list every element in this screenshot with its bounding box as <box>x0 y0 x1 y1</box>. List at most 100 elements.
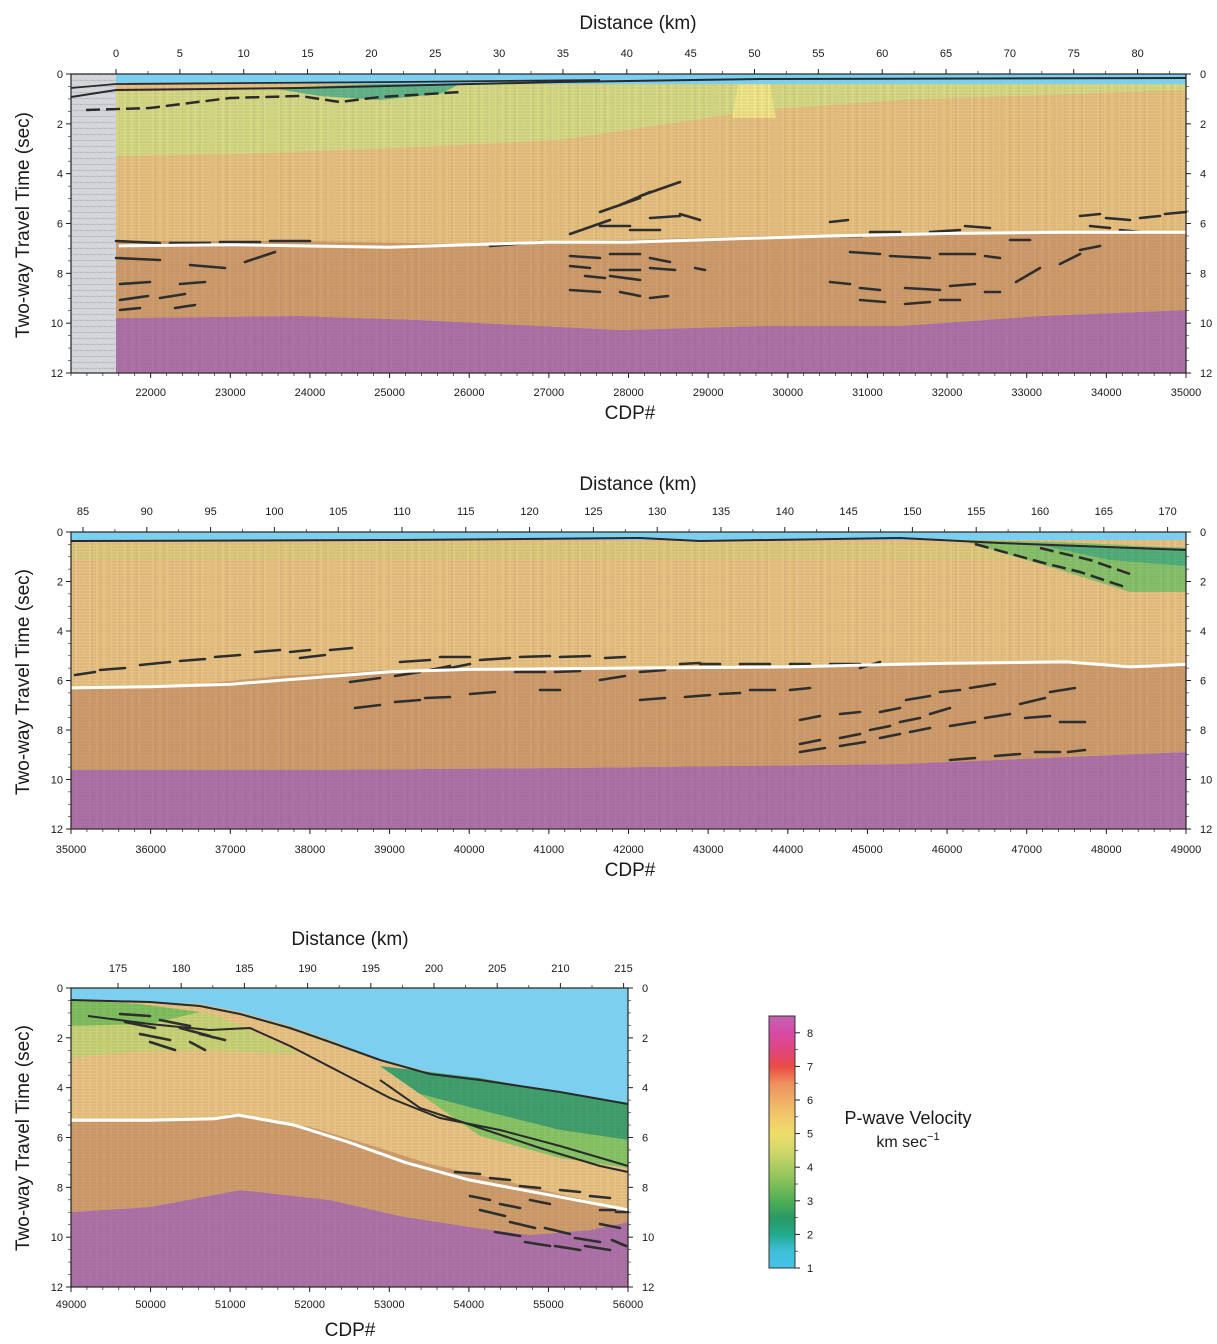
colorbar-ticks: 1 2 3 4 5 6 7 8 <box>795 1028 813 1275</box>
reflector-dash <box>118 294 150 302</box>
colorbar-tick-label: 8 <box>807 1028 813 1040</box>
time-tick-label-left: 12 <box>51 824 63 836</box>
reflector-dash <box>868 724 892 732</box>
cdp-tick-label: 34000 <box>1091 387 1122 399</box>
cdp-tick-label: 27000 <box>534 387 565 399</box>
middle-slope-reflector-2 <box>1039 546 1131 576</box>
time-tick-label-right: 10 <box>642 1232 654 1244</box>
reflector-dash <box>478 656 512 662</box>
distance-tick-label: 110 <box>393 506 411 518</box>
colorbar-units-exponent: −1 <box>927 1131 940 1143</box>
colorbar-tick-label: 1 <box>807 1263 813 1275</box>
distance-tick-label: 80 <box>1131 48 1143 60</box>
reflector-dash <box>948 720 977 728</box>
reflector-dash <box>1078 212 1102 218</box>
cdp-tick-label: 49000 <box>1171 844 1202 856</box>
distance-tick-label: 135 <box>712 506 730 518</box>
colorbar-gradient <box>768 1015 796 1269</box>
cdp-tick-label: 51000 <box>215 1299 246 1311</box>
cdp-tick-label: 44000 <box>772 844 803 856</box>
reflector-dash <box>553 669 582 674</box>
panel-bottom: Distance (km) CDP# Two-way Travel Time (… <box>13 929 654 1341</box>
time-tick-label-right: 10 <box>1200 775 1212 787</box>
panel-middle: Distance (km) CDP# Two-way Travel Time (… <box>13 474 1212 881</box>
reflector-dash <box>138 1032 172 1042</box>
reflector-dash <box>838 732 862 740</box>
distance-tick-label: 0 <box>113 48 119 60</box>
reflector-dash <box>798 746 827 754</box>
distance-tick-label: 215 <box>614 963 632 975</box>
reflector-dash <box>393 670 422 678</box>
distance-tick-label: 85 <box>77 506 89 518</box>
reflector-dash <box>123 1020 157 1030</box>
time-tick-label-right: 4 <box>1200 169 1206 181</box>
reflector-dash <box>518 1184 542 1190</box>
top-interpretation-lines <box>70 77 1187 112</box>
cdp-tick-label: 31000 <box>852 387 883 399</box>
top-shallow-reflector-2 <box>85 90 461 112</box>
reflector-dash <box>903 286 942 292</box>
cdp-tick-label: 39000 <box>374 844 405 856</box>
reflector-dash <box>648 256 672 264</box>
distance-tick-label: 205 <box>488 963 506 975</box>
time-tick-label-left: 10 <box>51 1232 63 1244</box>
reflector-dash <box>1104 216 1132 222</box>
reflector-dash <box>1163 210 1188 216</box>
time-tick-label-left: 0 <box>57 983 63 995</box>
distance-tick-label: 160 <box>1031 506 1049 518</box>
reflector-dash <box>328 646 354 652</box>
reflector-dash <box>928 706 952 716</box>
top-distance-title: Distance (km) <box>579 13 696 34</box>
cdp-tick-label: 36000 <box>135 844 166 856</box>
reflector-dash <box>398 658 432 664</box>
reflector-dash <box>1048 686 1077 694</box>
distance-tick-label: 120 <box>520 506 538 518</box>
reflector-dash <box>73 670 97 677</box>
reflector-dash <box>858 298 887 304</box>
bottom-cdp-title: CDP# <box>325 1320 376 1341</box>
time-tick-label-right: 4 <box>642 1083 648 1095</box>
distance-tick-label: 95 <box>204 506 216 518</box>
reflector-dash <box>558 1188 582 1194</box>
cdp-tick-label: 49000 <box>56 1299 87 1311</box>
time-tick-label-right: 0 <box>1200 527 1206 539</box>
reflector-dash <box>493 1230 522 1238</box>
top-vertical-texture <box>116 84 1186 373</box>
reflector-dash <box>423 695 452 700</box>
distance-tick-label: 155 <box>967 506 985 518</box>
colorbar-tick-label: 3 <box>807 1196 813 1208</box>
reflector-dash <box>118 1012 152 1018</box>
reflector-dash <box>618 290 642 298</box>
reflector-dash <box>98 666 127 672</box>
cdp-tick-label: 30000 <box>772 387 803 399</box>
distance-tick-label: 125 <box>584 506 602 518</box>
reflector-dash <box>158 292 187 300</box>
distance-tick-label: 145 <box>839 506 857 518</box>
reflector-dash <box>1014 266 1042 284</box>
reflector-dash <box>1138 214 1162 220</box>
reflector-dash <box>838 740 867 748</box>
reflector-dash <box>983 254 1002 260</box>
cdp-tick-label: 53000 <box>374 1299 405 1311</box>
reflector-dash <box>878 706 902 714</box>
distance-tick-label: 45 <box>685 48 697 60</box>
bottom-moho-line <box>71 1113 629 1212</box>
reflector-dash <box>608 274 642 282</box>
reflector-dash <box>188 1040 207 1052</box>
cdp-tick-label: 28000 <box>613 387 644 399</box>
distance-tick-label: 35 <box>557 48 569 60</box>
distance-tick-label: 75 <box>1068 48 1080 60</box>
top-water-layer <box>116 74 1186 84</box>
reflector-dash <box>798 738 822 746</box>
reflector-dash <box>583 1244 612 1252</box>
distance-tick-label: 100 <box>265 506 283 518</box>
reflector-dash <box>678 212 702 222</box>
time-tick-label-right: 6 <box>1200 676 1206 688</box>
distance-tick-label: 25 <box>429 48 441 60</box>
reflector-dash <box>908 726 932 734</box>
time-tick-label-right: 12 <box>1200 824 1212 836</box>
reflector-dash <box>588 1194 612 1200</box>
time-tick-label-left: 12 <box>51 368 63 380</box>
reflector-dash <box>1066 748 1087 754</box>
reflector-dash <box>348 676 382 684</box>
